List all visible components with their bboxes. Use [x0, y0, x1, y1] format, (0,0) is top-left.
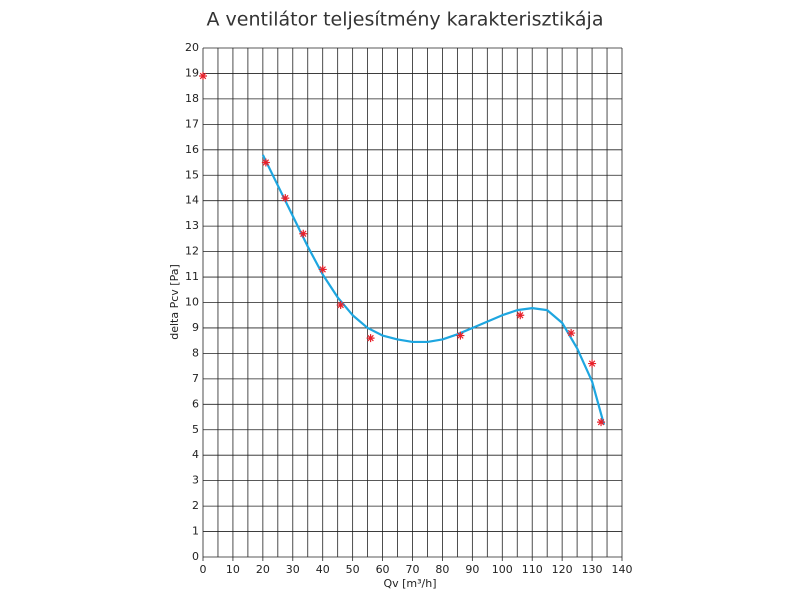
data-point: [366, 334, 375, 343]
x-tick-label: 50: [346, 563, 360, 576]
y-tick-label: 13: [185, 219, 199, 232]
fit-curve: [261, 154, 606, 425]
x-tick-label: 70: [406, 563, 420, 576]
data-point: [318, 265, 327, 274]
data-point: [597, 418, 606, 427]
y-tick-label: 2: [192, 499, 199, 512]
y-tick-label: 15: [185, 168, 199, 181]
y-tick-label: 4: [192, 448, 199, 461]
y-tick-label: 11: [185, 270, 199, 283]
x-tick-label: 0: [200, 563, 207, 576]
y-axis-label: delta Pcv [Pa]: [168, 264, 181, 340]
x-tick-label: 10: [226, 563, 240, 576]
data-point: [199, 71, 207, 80]
chart-title: A ventilátor teljesítmény karakterisztik…: [207, 9, 604, 31]
y-tick-label: 9: [192, 321, 199, 334]
y-tick-label: 18: [185, 92, 199, 105]
y-tick-label: 6: [192, 397, 199, 410]
data-point: [588, 359, 597, 368]
data-point: [336, 301, 345, 310]
x-tick-label: 110: [522, 563, 543, 576]
y-tick-label: 8: [192, 346, 199, 359]
x-tick-label: 30: [286, 563, 300, 576]
data-point: [281, 194, 290, 203]
y-tick-label: 7: [192, 372, 199, 385]
y-tick-label: 10: [185, 296, 199, 309]
y-tick-label: 17: [185, 117, 199, 130]
y-tick-label: 1: [192, 525, 199, 538]
x-tick-label: 90: [465, 563, 479, 576]
data-point: [567, 329, 576, 338]
x-tick-label: 40: [316, 563, 330, 576]
x-tick-label: 140: [612, 563, 633, 576]
x-tick-label: 120: [552, 563, 573, 576]
x-tick-label: 80: [435, 563, 449, 576]
y-tick-label: 14: [185, 194, 199, 207]
y-tick-label: 5: [192, 423, 199, 436]
x-tick-label: 130: [582, 563, 603, 576]
x-tick-label: 20: [256, 563, 270, 576]
y-tick-label: 19: [185, 66, 199, 79]
x-tick-label: 100: [492, 563, 513, 576]
y-tick-label: 12: [185, 245, 199, 258]
data-point: [456, 331, 465, 340]
data-point: [516, 311, 525, 320]
data-point: [261, 158, 270, 167]
y-tick-label: 3: [192, 474, 199, 487]
y-tick-label: 16: [185, 143, 199, 156]
x-tick-label: 60: [376, 563, 390, 576]
y-tick-label: 20: [185, 41, 199, 54]
data-point: [299, 229, 308, 238]
y-tick-label: 0: [192, 550, 199, 563]
x-axis-label: Qv [m³/h]: [383, 577, 436, 590]
